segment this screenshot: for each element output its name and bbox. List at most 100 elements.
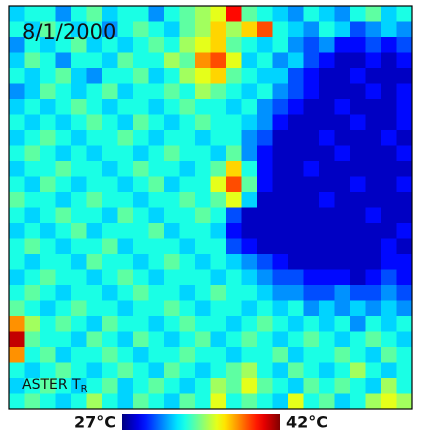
- heatmap-cell: [226, 316, 242, 332]
- heatmap-cell: [24, 114, 41, 131]
- heatmap-cell: [86, 52, 103, 69]
- heatmap-cell: [133, 223, 149, 239]
- heatmap-cell: [272, 130, 289, 146]
- heatmap-cell: [55, 331, 72, 348]
- heatmap-cell: [9, 130, 25, 146]
- heatmap-cell: [102, 378, 118, 394]
- heatmap-cell: [148, 223, 165, 239]
- heatmap-cell: [195, 207, 211, 224]
- heatmap-cell: [148, 393, 165, 410]
- heatmap-cell: [117, 331, 134, 348]
- heatmap-cell: [24, 269, 41, 286]
- heatmap-cell: [226, 331, 242, 348]
- heatmap-cell: [195, 316, 211, 332]
- heatmap-cell: [133, 145, 149, 162]
- heatmap-cell: [241, 331, 258, 348]
- heatmap-cell: [86, 223, 103, 239]
- heatmap-cell: [40, 331, 56, 348]
- heatmap-cell: [350, 362, 366, 379]
- heatmap-cell: [241, 114, 258, 131]
- heatmap-cell: [350, 145, 366, 162]
- heatmap-cell: [40, 21, 56, 38]
- heatmap-cell: [179, 192, 196, 208]
- heatmap-cell: [288, 238, 304, 255]
- heatmap-cell: [350, 347, 366, 363]
- heatmap-cell: [319, 114, 335, 131]
- heatmap-cell: [319, 207, 335, 224]
- heatmap-cell: [86, 316, 103, 332]
- heatmap-cell: [210, 99, 227, 115]
- heatmap-cell: [102, 21, 118, 38]
- heatmap-cell: [195, 223, 211, 239]
- heatmap-cell: [396, 316, 413, 332]
- heatmap-cell: [365, 161, 382, 177]
- heatmap-cell: [133, 176, 149, 193]
- map-label: ASTER TR: [22, 377, 88, 395]
- heatmap-cell: [55, 285, 72, 301]
- heatmap-cell: [350, 300, 366, 317]
- heatmap-cell: [86, 176, 103, 193]
- heatmap-cell: [55, 300, 72, 317]
- heatmap-cell: [102, 316, 118, 332]
- heatmap-cell: [55, 207, 72, 224]
- heatmap-cell: [164, 269, 180, 286]
- heatmap-cell: [55, 37, 72, 53]
- colorbar: [122, 414, 280, 430]
- heatmap-cell: [148, 238, 165, 255]
- heatmap-cell: [288, 161, 304, 177]
- heatmap-cell: [148, 285, 165, 301]
- heatmap-cell: [195, 300, 211, 317]
- heatmap-cell: [40, 83, 56, 100]
- heatmap-cell: [55, 83, 72, 100]
- heatmap-cell: [86, 238, 103, 255]
- heatmap-cell: [350, 6, 366, 22]
- heatmap-cell: [381, 52, 397, 69]
- heatmap-cell: [381, 6, 397, 22]
- heatmap-cell: [71, 393, 87, 410]
- heatmap-cell: [86, 269, 103, 286]
- heatmap-cell: [381, 300, 397, 317]
- heatmap-cell: [210, 254, 227, 270]
- map-label-subscript: R: [81, 384, 88, 395]
- heatmap-cell: [24, 130, 41, 146]
- heatmap-cell: [334, 331, 351, 348]
- heatmap-cell: [210, 52, 227, 69]
- heatmap-cell: [148, 130, 165, 146]
- heatmap-cell: [350, 83, 366, 100]
- heatmap-cell: [319, 83, 335, 100]
- heatmap-cell: [148, 176, 165, 193]
- heatmap-cell: [164, 362, 180, 379]
- heatmap-cell: [71, 130, 87, 146]
- heatmap-cell: [102, 300, 118, 317]
- heatmap-cell: [381, 21, 397, 38]
- heatmap-cell: [195, 269, 211, 286]
- heatmap-cell: [148, 347, 165, 363]
- heatmap-cell: [102, 192, 118, 208]
- heatmap-cell: [334, 68, 351, 84]
- heatmap-cell: [24, 52, 41, 69]
- heatmap-cell: [55, 99, 72, 115]
- heatmap-cell: [148, 316, 165, 332]
- heatmap-cell: [257, 347, 273, 363]
- heatmap-cell: [241, 316, 258, 332]
- heatmap-cell: [24, 300, 41, 317]
- heatmap-cell: [396, 393, 413, 410]
- heatmap-cell: [381, 393, 397, 410]
- heatmap-cell: [288, 316, 304, 332]
- heatmap-cell: [86, 378, 103, 394]
- heatmap-cell: [319, 378, 335, 394]
- heatmap-cell: [272, 192, 289, 208]
- heatmap-cell: [319, 238, 335, 255]
- heatmap-cell: [303, 192, 320, 208]
- heatmap-cell: [303, 331, 320, 348]
- heatmap-cell: [365, 269, 382, 286]
- heatmap-cell: [303, 21, 320, 38]
- heatmap-cell: [272, 300, 289, 317]
- heatmap-cell: [303, 269, 320, 286]
- heatmap-cell: [133, 254, 149, 270]
- heatmap-cell: [40, 378, 56, 394]
- heatmap-cell: [55, 6, 72, 22]
- heatmap-cell: [148, 6, 165, 22]
- heatmap-cell: [133, 83, 149, 100]
